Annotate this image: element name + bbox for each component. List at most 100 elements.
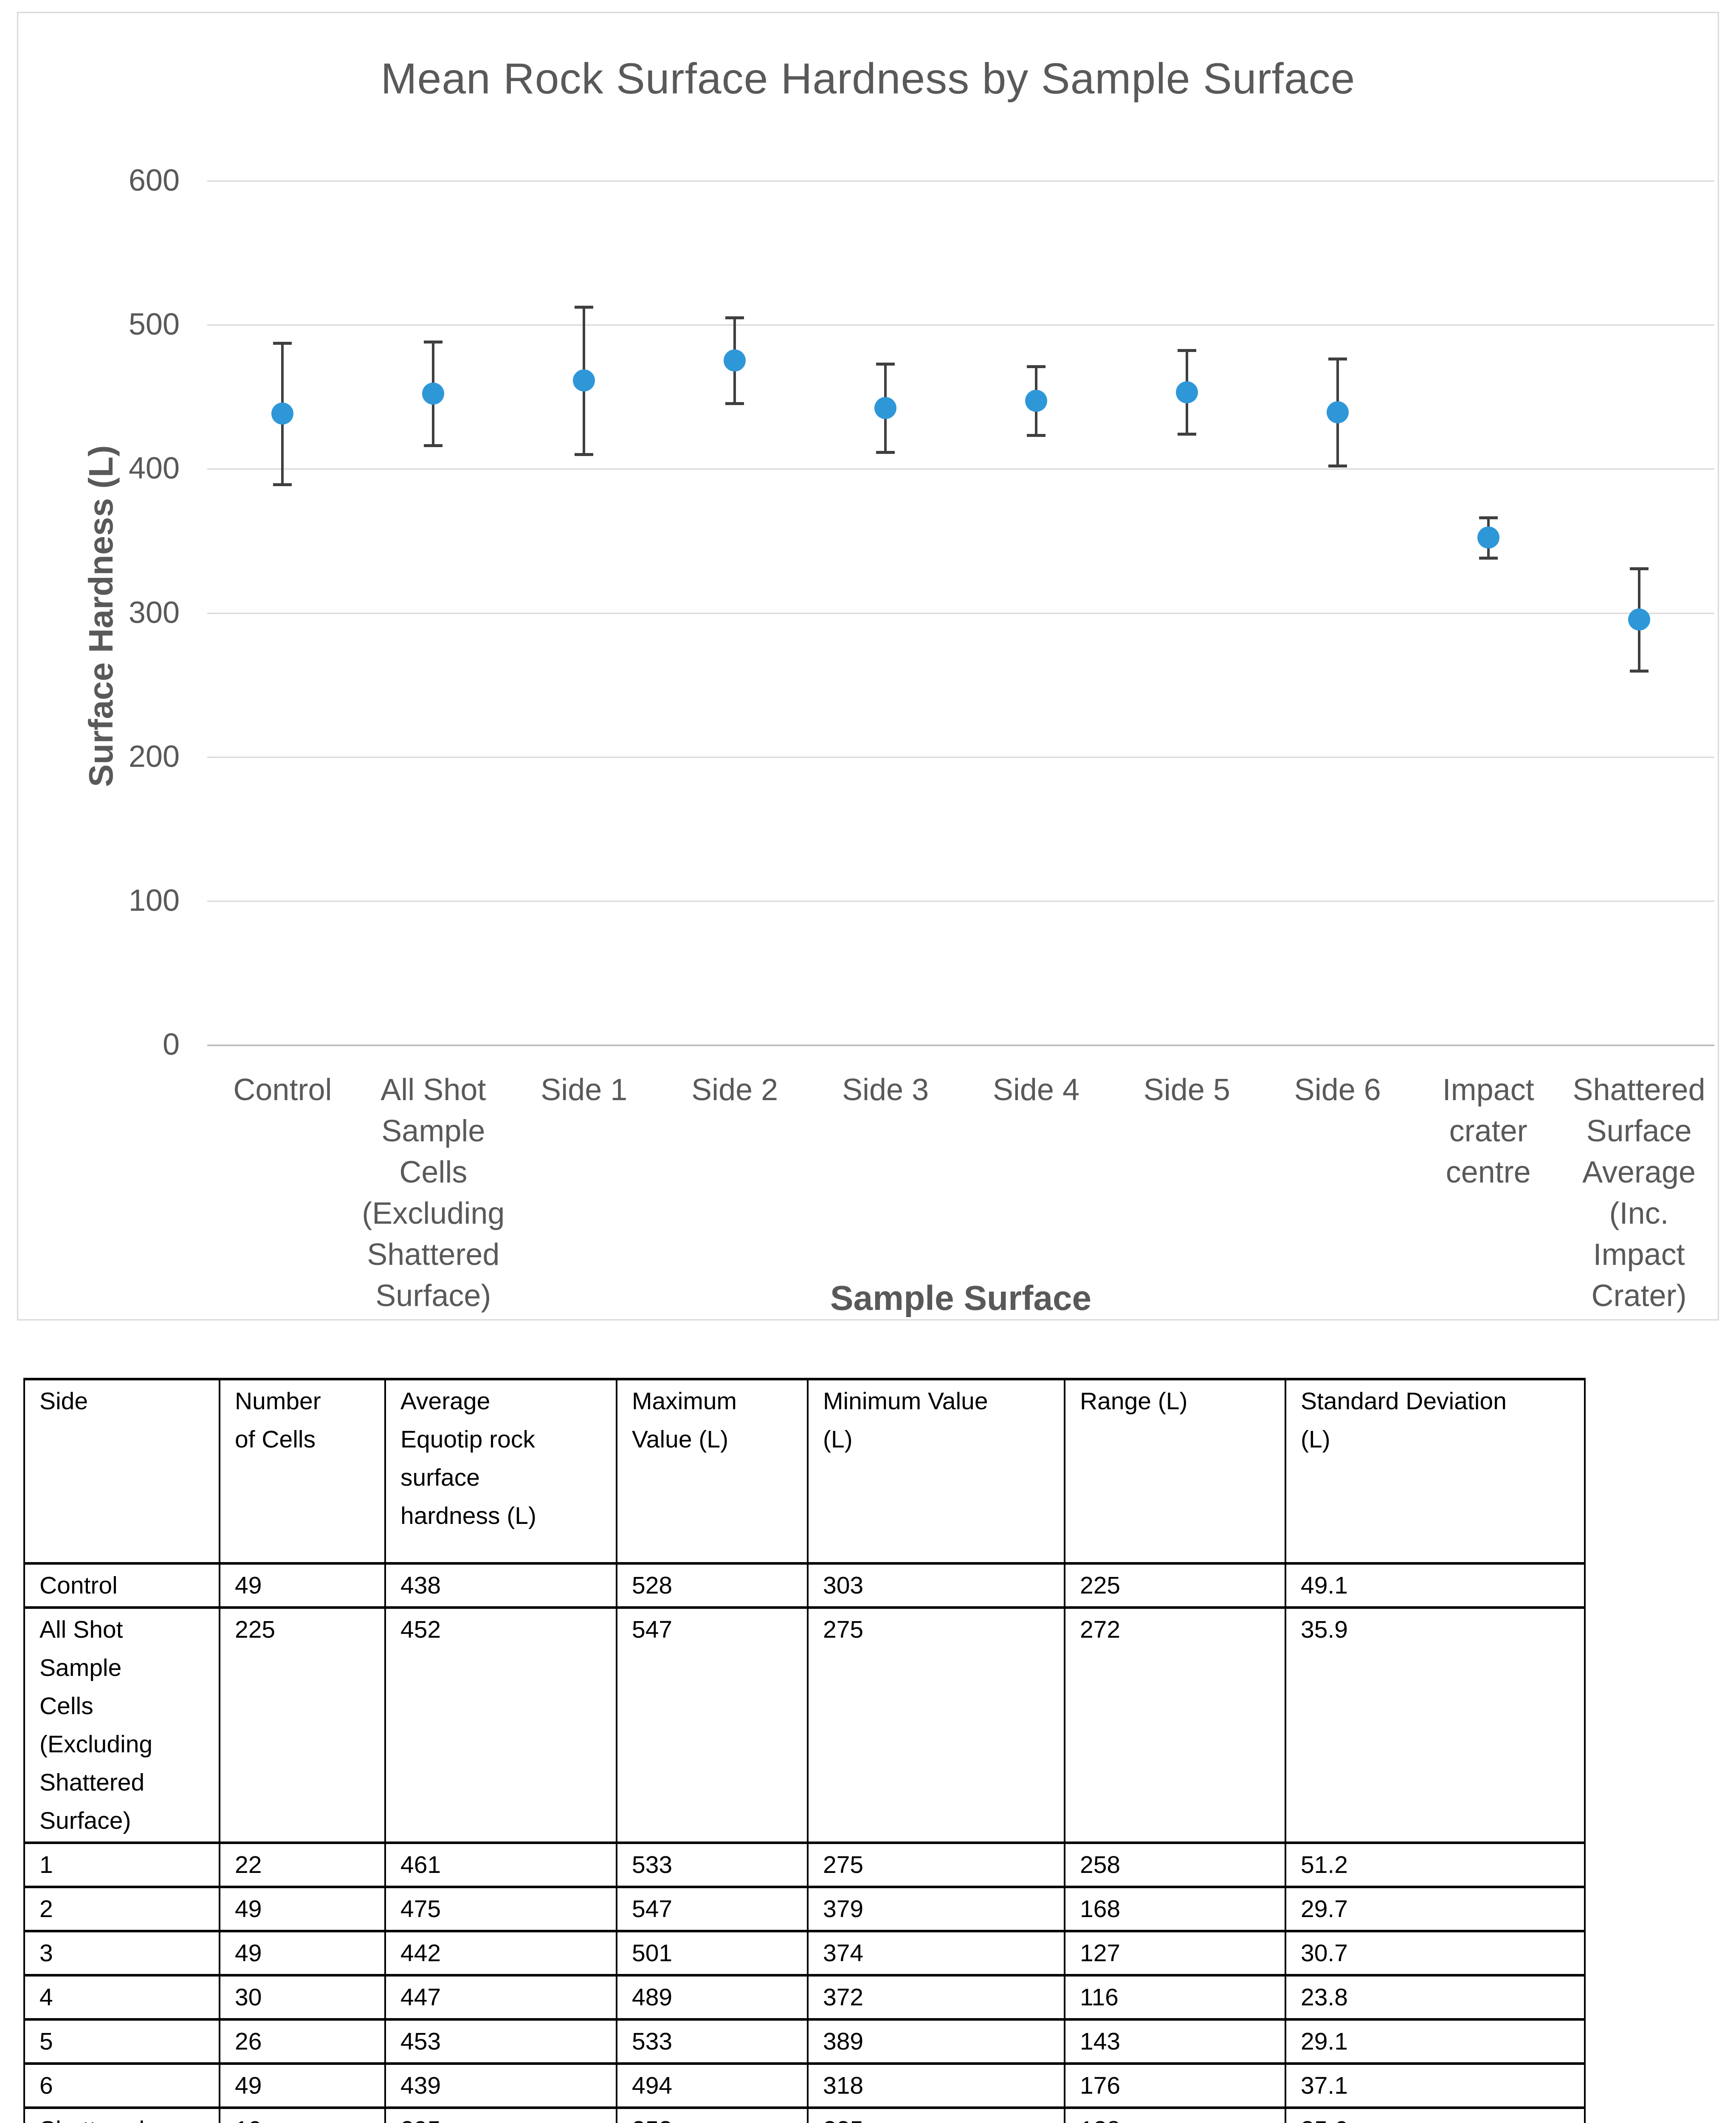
table-cell: 22: [219, 1841, 386, 1888]
data-point: [271, 403, 294, 425]
table-cell: 372: [807, 1974, 1065, 2021]
x-tick-label: Side 2: [691, 1073, 778, 1107]
table-cell: 461: [384, 1841, 617, 1888]
table-cell: 258: [1064, 1841, 1286, 1888]
data-point: [1477, 527, 1499, 549]
table-cell: 2: [23, 1886, 220, 1932]
table-cell: 26: [219, 2018, 386, 2065]
table-row: 2 49 475 547 379 168 29.7: [23, 1886, 1586, 1932]
data-point: [1025, 389, 1047, 412]
x-tick-label: Side 6: [1294, 1073, 1381, 1107]
table-cell: 453: [384, 2018, 617, 2065]
table-cell: 35.9: [1285, 1606, 1586, 1844]
table-cell: 5: [23, 2018, 220, 2065]
error-bar-cap: [1177, 433, 1196, 436]
table-cell: 272: [1064, 1606, 1286, 1844]
table-cell: 438: [384, 1562, 617, 1609]
table-cell: 49: [219, 2062, 386, 2109]
table-cell: 143: [1064, 2018, 1286, 2065]
error-bar-cap: [725, 316, 744, 320]
error-bar-cap: [424, 444, 443, 447]
error-bar-cap: [273, 341, 292, 345]
error-bar-cap: [876, 451, 895, 454]
data-point: [1628, 608, 1650, 631]
chart-title: Mean Rock Surface Hardness by Sample Sur…: [380, 54, 1356, 103]
table-cell: 3: [23, 1930, 220, 1977]
table-cell: 4: [23, 1974, 220, 2021]
x-axis-line: [207, 1045, 1714, 1046]
table-cell: 379: [807, 1886, 1065, 1932]
table-cell: 127: [1064, 1930, 1286, 1977]
y-tick-label: 0: [162, 1028, 180, 1062]
y-tick-label: 100: [128, 883, 180, 918]
table-cell: 29.1: [1285, 2018, 1586, 2065]
table-cell: 547: [616, 1886, 809, 1932]
table-cell: 501: [616, 1930, 809, 1977]
table-cell: 49: [219, 1886, 386, 1932]
table-cell: 275: [807, 1841, 1065, 1888]
y-tick-label: 300: [128, 595, 180, 630]
table-cell: 475: [384, 1886, 617, 1932]
error-bar-cap: [1479, 516, 1498, 519]
table-header-cell: Average Equotip rock surface hardness (L…: [384, 1378, 617, 1565]
error-bar-cap: [1177, 349, 1196, 352]
table-cell: 23.8: [1285, 1974, 1586, 2021]
gridline: [207, 468, 1714, 470]
table-cell: All Shot Sample Cells (Excluding Shatter…: [23, 1606, 220, 1844]
x-tick-label: Side 4: [992, 1073, 1080, 1107]
table-cell: 494: [616, 2062, 809, 2109]
y-tick-label: 500: [128, 307, 180, 342]
table-row: 6 49 439 494 318 176 37.1: [23, 2062, 1586, 2109]
table-cell: 442: [384, 1930, 617, 1977]
table-cell: 547: [616, 1606, 809, 1844]
error-bar-cap: [1328, 464, 1347, 467]
table-header-row: Side Number of Cells Average Equotip rock …: [23, 1378, 1586, 1565]
error-bar-cap: [1026, 365, 1046, 369]
x-tick-label: Control: [233, 1073, 332, 1107]
x-tick-label: Side 1: [541, 1073, 628, 1107]
table-cell: 318: [807, 2062, 1065, 2109]
table-row: 5 26 453 533 389 143 29.1: [23, 2018, 1586, 2065]
table-cell: 49: [219, 1562, 386, 1609]
table-cell: 116: [1064, 1974, 1286, 2021]
error-bar-cap: [1629, 670, 1649, 673]
gridline: [207, 180, 1714, 182]
error-bar-cap: [424, 341, 443, 344]
table-cell: 447: [384, 1974, 617, 2021]
y-tick-label: 200: [128, 739, 180, 774]
table-row: Control 49 438 528 303 225 49.1: [23, 1562, 1586, 1609]
y-tick-label: 600: [128, 163, 180, 197]
table-cell: 168: [1064, 1886, 1286, 1932]
table-row: 4 30 447 489 372 116 23.8: [23, 1974, 1586, 2021]
table-header-cell: Minimum Value (L): [807, 1378, 1065, 1565]
table-cell: 1: [23, 1841, 220, 1888]
x-tick-label: Impact crater centre: [1442, 1073, 1534, 1189]
table-row: 3 49 442 501 374 127 30.7: [23, 1930, 1586, 1977]
data-point: [874, 397, 897, 419]
error-bar-cap: [876, 362, 895, 366]
table-cell: 533: [616, 1841, 809, 1888]
table-cell: 295: [384, 2106, 617, 2123]
table-cell: 225: [807, 2106, 1065, 2123]
table-header-cell: Range (L): [1064, 1378, 1286, 1565]
data-point: [422, 382, 445, 405]
table-cell: 452: [384, 1606, 617, 1844]
table-header-cell: Number of Cells: [219, 1378, 386, 1565]
table-cell: 6: [23, 2062, 220, 2109]
gridline: [207, 756, 1714, 758]
table-cell: 49.1: [1285, 1562, 1586, 1609]
error-bar-cap: [575, 305, 594, 309]
table-cell: 374: [807, 1930, 1065, 1977]
table-cell: 30: [219, 1974, 386, 2021]
table-cell: 37.1: [1285, 2062, 1586, 2109]
error-bar-cap: [725, 402, 744, 405]
y-tick-label: 400: [128, 451, 180, 486]
table-row: All Shot Sample Cells (Excluding Shatter…: [23, 1606, 1586, 1844]
y-axis-title: Surface Hardness (L): [82, 445, 120, 787]
table-cell: 29.7: [1285, 1886, 1586, 1932]
table-cell: 51.2: [1285, 1841, 1586, 1888]
table-cell: 225: [1064, 1562, 1286, 1609]
error-bar-cap: [1479, 556, 1498, 560]
error-bar-cap: [1629, 567, 1649, 570]
